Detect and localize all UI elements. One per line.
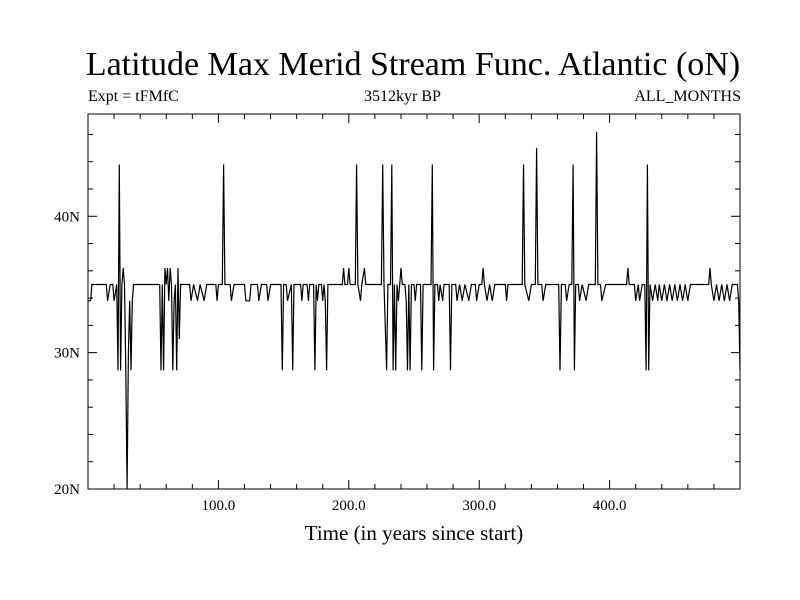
x-axis-label: Time (in years since start)	[305, 521, 524, 545]
y-tick-label: 30N	[54, 346, 80, 362]
x-tick-label: 300.0	[462, 498, 496, 514]
tick-marks	[88, 114, 740, 489]
chart-title: Latitude Max Merid Stream Func. Atlantic…	[85, 46, 741, 83]
series-line	[88, 131, 741, 490]
tick-labels: 100.0 200.0 300.0 400.0 20N 30N 40N	[54, 209, 626, 514]
x-tick-label: 400.0	[593, 498, 627, 514]
x-tick-label: 100.0	[202, 498, 236, 514]
y-tick-label: 40N	[54, 209, 80, 225]
subtitle-right: ALL_MONTHS	[634, 88, 741, 105]
subtitle-left: Expt = tFMfC	[88, 88, 179, 105]
x-tick-label: 200.0	[332, 498, 366, 514]
y-tick-label: 20N	[54, 482, 80, 498]
plot-frame	[87, 113, 741, 490]
subtitle-center: 3512kyr BP	[364, 88, 441, 105]
